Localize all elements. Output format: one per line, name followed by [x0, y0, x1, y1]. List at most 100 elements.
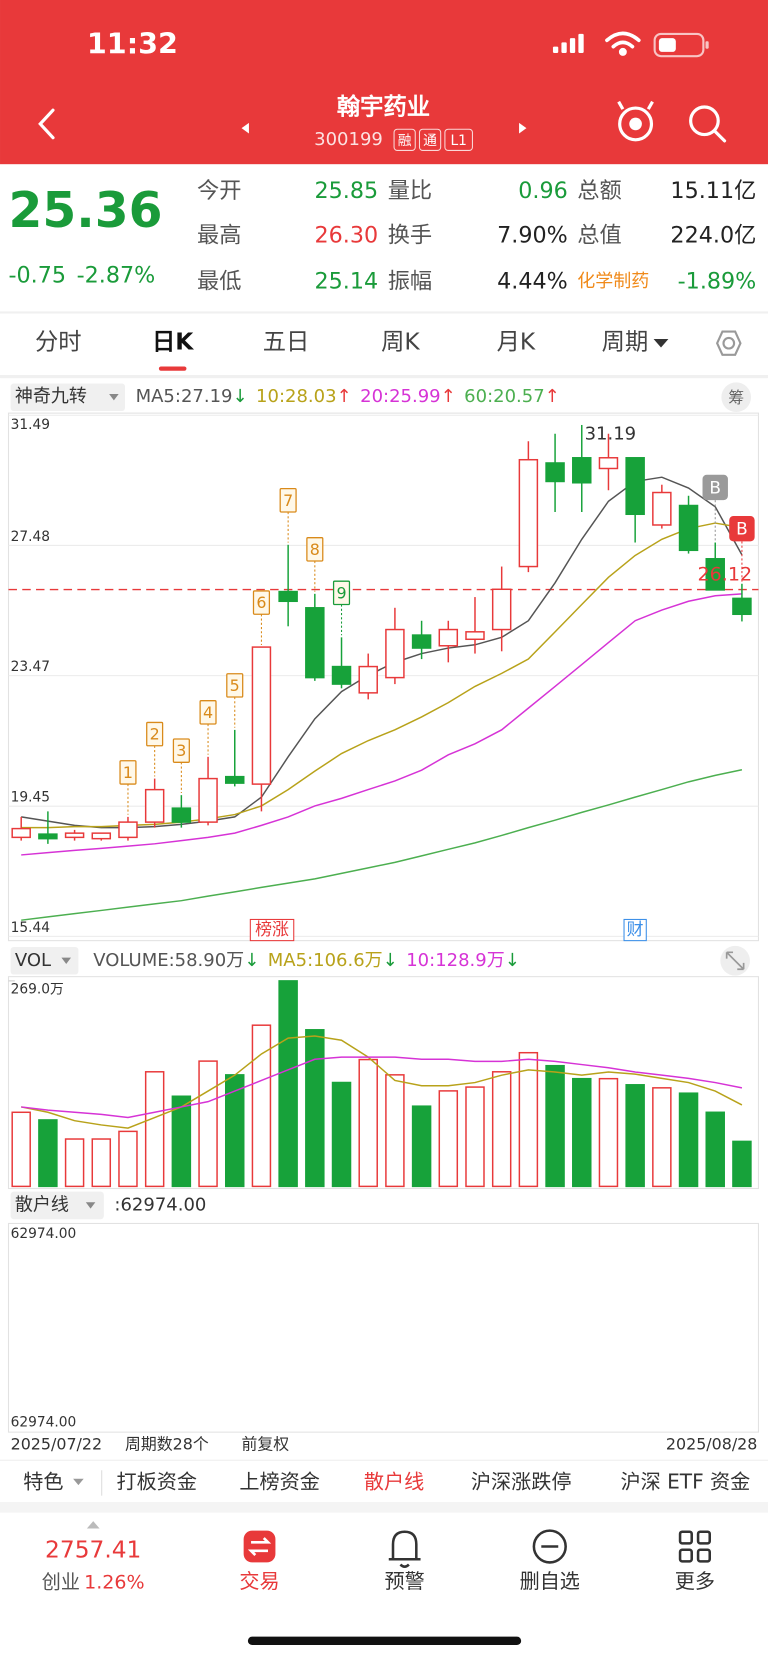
legend-trend: ↑ — [545, 386, 560, 407]
nav-item[interactable]: 预警 — [385, 1569, 425, 1593]
volume-selector[interactable] — [10, 946, 79, 975]
tag-box — [249, 918, 295, 942]
field-value: 26.30 — [315, 223, 379, 249]
search-icon[interactable] — [689, 105, 727, 143]
ma-line — [21, 522, 743, 829]
high-label: 31.19 — [585, 424, 637, 445]
index-change: 创业 1.26% — [42, 1571, 145, 1593]
nine-turn-label: 7 — [283, 491, 293, 510]
strip-item[interactable]: 特色 — [23, 1469, 63, 1493]
next-stock[interactable] — [519, 122, 527, 134]
dropdown-arrow — [61, 957, 71, 964]
nine-turn-label: 4 — [203, 703, 213, 722]
volume-bar — [732, 1140, 752, 1188]
y-tick-label: 15.44 — [11, 920, 50, 936]
volume-frame — [7, 976, 759, 1190]
remove-icon — [532, 1529, 567, 1564]
tab[interactable]: 分时 — [35, 329, 82, 356]
legend-label: 20:25.99 — [360, 386, 440, 407]
nine-turn-label: 9 — [336, 583, 346, 602]
tab-underline — [158, 366, 187, 371]
back-button[interactable] — [38, 108, 55, 140]
field-value: 25.85 — [315, 178, 379, 204]
dropdown-arrow — [73, 1478, 84, 1486]
nav-item[interactable]: 更多 — [675, 1569, 715, 1593]
strip-item[interactable]: 沪深涨跌停 — [471, 1469, 572, 1493]
tab[interactable]: 月K — [497, 329, 536, 356]
legend-label: MA5:106.6万 — [268, 950, 383, 971]
volume-bar — [678, 1092, 699, 1188]
candle-body — [358, 665, 378, 694]
tab[interactable]: 日K — [152, 329, 194, 356]
candle-body — [652, 491, 672, 526]
candle-body — [491, 588, 512, 631]
ma-line — [21, 476, 743, 829]
nav-item[interactable]: 交易 — [239, 1569, 279, 1593]
strip-item[interactable]: 打板资金 — [117, 1469, 197, 1493]
legend-trend: ↓ — [244, 950, 259, 971]
volume-bar — [331, 1081, 352, 1188]
field-value: 7.90% — [497, 223, 568, 249]
field-value: 4.44% — [497, 268, 568, 294]
candle-body — [278, 590, 298, 603]
chip-button[interactable] — [721, 382, 752, 413]
retail-value: :62974.00 — [114, 1194, 206, 1215]
kline-frame — [7, 412, 759, 942]
y-tick-label: 31.49 — [11, 417, 50, 433]
badge — [418, 128, 442, 151]
indicator-name: 神奇九转 — [15, 386, 87, 407]
avatar-icon[interactable] — [617, 100, 654, 142]
ma-line — [21, 593, 742, 856]
volume-ma-line — [21, 1035, 743, 1129]
expand-icon[interactable] — [720, 945, 750, 976]
strip-item[interactable]: 上榜资金 — [239, 1469, 319, 1493]
tab[interactable]: 周期 — [602, 329, 649, 356]
volume-bar — [545, 1064, 565, 1188]
nine-turn-label: 1 — [123, 763, 133, 782]
volume-bar — [358, 1058, 378, 1188]
nine-turn-box — [119, 760, 137, 785]
trade-icon — [243, 1530, 276, 1563]
settings-icon[interactable] — [715, 330, 742, 356]
tag-label: 榜涨 — [255, 919, 289, 939]
candle-body — [678, 504, 699, 552]
signal-icon — [552, 33, 584, 53]
index-pct: 1.26% — [84, 1571, 145, 1593]
volume-bar — [278, 980, 298, 1188]
tab[interactable]: 五日 — [263, 329, 310, 356]
signal-box — [702, 474, 728, 501]
prev-stock[interactable] — [241, 122, 249, 134]
retail-selector[interactable] — [10, 1191, 104, 1220]
field-label: 今开 — [197, 178, 241, 204]
price-change: -0.75 -2.87% — [8, 262, 155, 288]
candle-body — [438, 628, 459, 647]
volume-bar — [118, 1130, 138, 1188]
dropdown-arrow — [653, 338, 669, 348]
volume-bar — [652, 1087, 672, 1188]
strip-item[interactable]: 沪深 ETF 资金 — [620, 1469, 750, 1493]
volume-bar — [144, 1071, 165, 1188]
nine-turn-box — [146, 721, 164, 747]
legend-label: 10:128.9万 — [406, 950, 505, 971]
ref-line-label: 26.12 — [698, 563, 753, 585]
legend-label: MA5:27.19 — [136, 386, 233, 407]
indicator-selector[interactable] — [10, 383, 126, 411]
volume-bar — [598, 1077, 619, 1188]
badge-label: 通 — [423, 133, 437, 149]
candle-body — [598, 457, 619, 470]
candle-body — [118, 821, 138, 839]
candle-body — [171, 807, 192, 823]
strip-item[interactable]: 散户线 — [364, 1469, 424, 1493]
header-bg — [0, 0, 768, 165]
y-tick-label: 23.47 — [11, 659, 50, 675]
divider — [0, 1502, 768, 1513]
nav-item[interactable]: 删自选 — [520, 1569, 580, 1593]
divider — [0, 1459, 768, 1461]
legend-trend: ↑ — [441, 386, 456, 407]
index-value[interactable]: 2757.41 — [45, 1536, 141, 1563]
volume-bar — [411, 1105, 432, 1188]
battery-icon — [653, 32, 709, 58]
candle-body — [225, 775, 245, 784]
tab[interactable]: 周K — [381, 329, 420, 356]
retail-bottom-label: 62974.00 — [11, 1415, 77, 1431]
